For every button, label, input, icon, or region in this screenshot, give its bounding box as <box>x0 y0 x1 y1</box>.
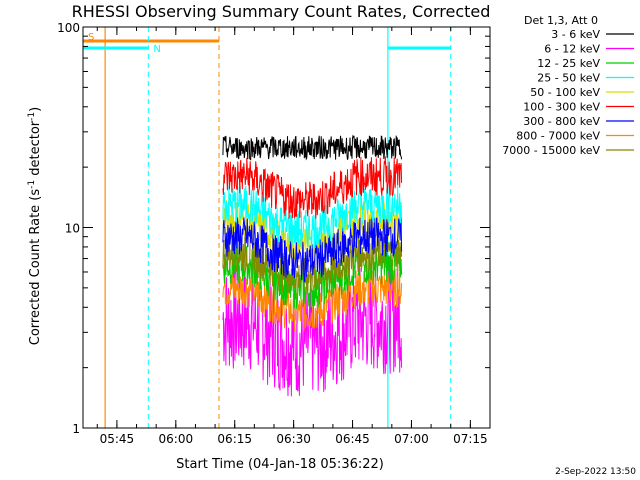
y-axis-label-c: ) <box>28 107 43 112</box>
x-tick-label: 06:45 <box>335 432 370 446</box>
axes-layer: 05:45 06:00 06:15 06:30 06:45 07:00 07:15 1 10 10… <box>57 21 491 446</box>
x-axis-label: Start Time (04-Jan-18 05:36:22) <box>176 457 384 472</box>
y-tick-label: 10 <box>65 222 80 236</box>
x-tick-label: 06:30 <box>276 432 311 446</box>
x-tick-label: 07:15 <box>453 432 488 446</box>
night-label: N <box>153 44 160 55</box>
series-line <box>222 156 403 219</box>
legend-label: 800 - 7000 keV <box>516 130 600 143</box>
x-tick-label: 06:00 <box>159 432 194 446</box>
y-axis-label: Corrected Count Rate (s-1 detector-1) <box>27 107 43 345</box>
legend-title: Det 1,3, Att 0 <box>524 14 598 27</box>
series-layer <box>222 134 403 397</box>
series-line <box>222 134 403 161</box>
legend-label: 50 - 100 keV <box>530 86 600 99</box>
y-axis-label-sup2: -1 <box>27 112 37 121</box>
saa-layer: S <box>83 27 220 428</box>
series-line <box>222 184 403 249</box>
legend-label: 3 - 6 keV <box>551 28 600 41</box>
legend-label: 100 - 300 keV <box>523 101 600 114</box>
legend-label: 25 - 50 keV <box>537 72 600 85</box>
legend-label: 300 - 800 keV <box>523 115 600 128</box>
y-axis-label-sup1: -1 <box>27 180 37 189</box>
legend-label: 12 - 25 keV <box>537 57 600 70</box>
y-axis-label-b: detector <box>28 120 43 180</box>
y-axis-label-a: Corrected Count Rate (s <box>28 189 43 346</box>
y-tick-label: 100 <box>57 21 80 35</box>
legend-label: 6 - 12 keV <box>544 43 600 56</box>
saa-label: S <box>88 32 94 43</box>
legend-label: 7000 - 15000 keV <box>502 144 600 157</box>
x-tick-label: 07:00 <box>394 432 429 446</box>
chart-title: RHESSI Observing Summary Count Rates, Co… <box>72 2 491 21</box>
date-stamp: 2-Sep-2022 13:50 <box>555 467 636 477</box>
x-tick-label: 05:45 <box>100 432 135 446</box>
y-tick-label: 1 <box>72 422 80 436</box>
x-tick-label: 06:15 <box>217 432 252 446</box>
